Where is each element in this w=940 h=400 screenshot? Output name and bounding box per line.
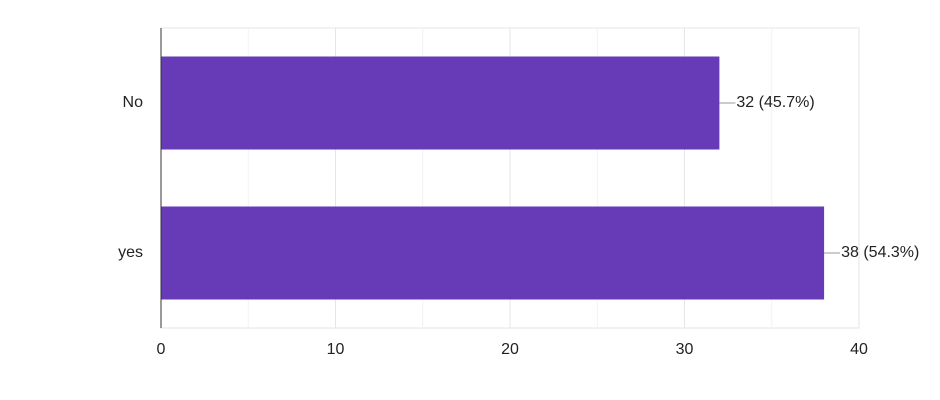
bar: [161, 206, 825, 300]
bar: [161, 56, 720, 150]
value-label: 38 (54.3%): [841, 244, 919, 261]
x-tick-label: 20: [501, 341, 519, 358]
x-tick-label: 30: [676, 341, 694, 358]
x-tick-label: 0: [157, 341, 166, 358]
x-tick-label: 10: [327, 341, 345, 358]
value-label: 32 (45.7%): [736, 94, 814, 111]
y-tick-label: No: [123, 94, 144, 111]
x-tick-label: 40: [850, 341, 868, 358]
y-tick-label: yes: [118, 244, 143, 261]
